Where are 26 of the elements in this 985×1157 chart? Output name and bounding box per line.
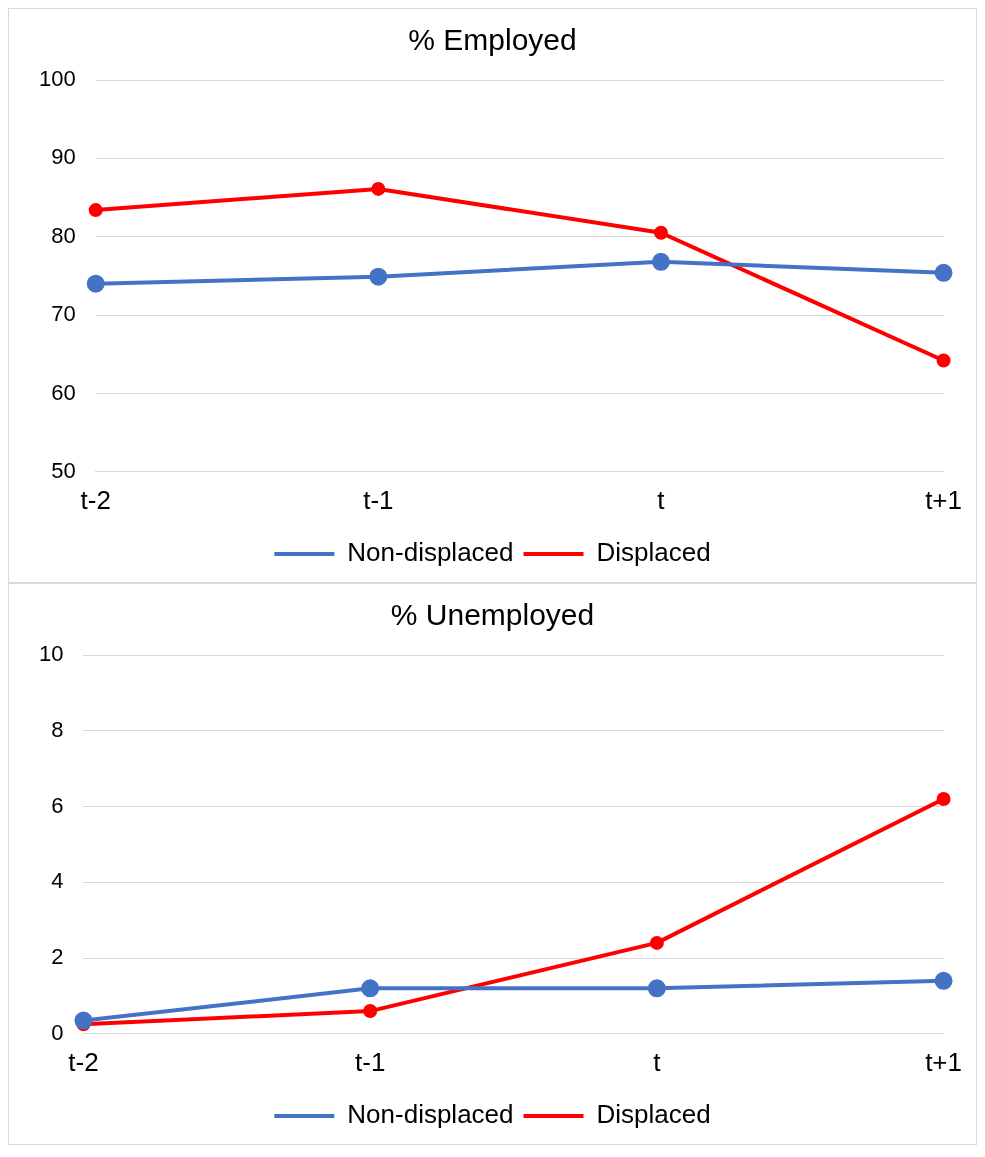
- y-tick-label: 50: [51, 457, 76, 483]
- chart-title: % Unemployed: [390, 598, 595, 632]
- x-tick-label: t: [653, 1046, 662, 1077]
- legend-label: Non-displaced: [347, 1099, 514, 1130]
- legend-label: Displaced: [596, 537, 711, 568]
- x-tick-label: t-2: [80, 484, 111, 515]
- legend-label: Displaced: [596, 1099, 711, 1130]
- y-tick-label: 0: [51, 1019, 64, 1045]
- x-tick-label: t-1: [363, 484, 394, 515]
- y-tick-label: 10: [38, 641, 64, 667]
- y-tick-label: 90: [51, 144, 76, 170]
- y-tick-label: 60: [51, 379, 76, 405]
- y-tick-label: 70: [51, 301, 76, 327]
- chart-title: % Employed: [408, 23, 577, 57]
- x-tick-label: t: [657, 484, 666, 515]
- x-tick-label: t-1: [355, 1046, 386, 1077]
- legend-label: Non-displaced: [347, 537, 514, 568]
- y-tick-label: 8: [51, 716, 64, 742]
- y-tick-label: 6: [51, 792, 64, 818]
- y-tick-label: 100: [38, 66, 76, 92]
- x-tick-label: t+1: [925, 1046, 962, 1077]
- y-tick-label: 4: [51, 868, 64, 894]
- y-tick-label: 80: [51, 222, 76, 248]
- y-tick-label: 2: [51, 944, 64, 970]
- x-tick-label: t-2: [68, 1046, 99, 1077]
- x-tick-label: t+1: [925, 484, 962, 515]
